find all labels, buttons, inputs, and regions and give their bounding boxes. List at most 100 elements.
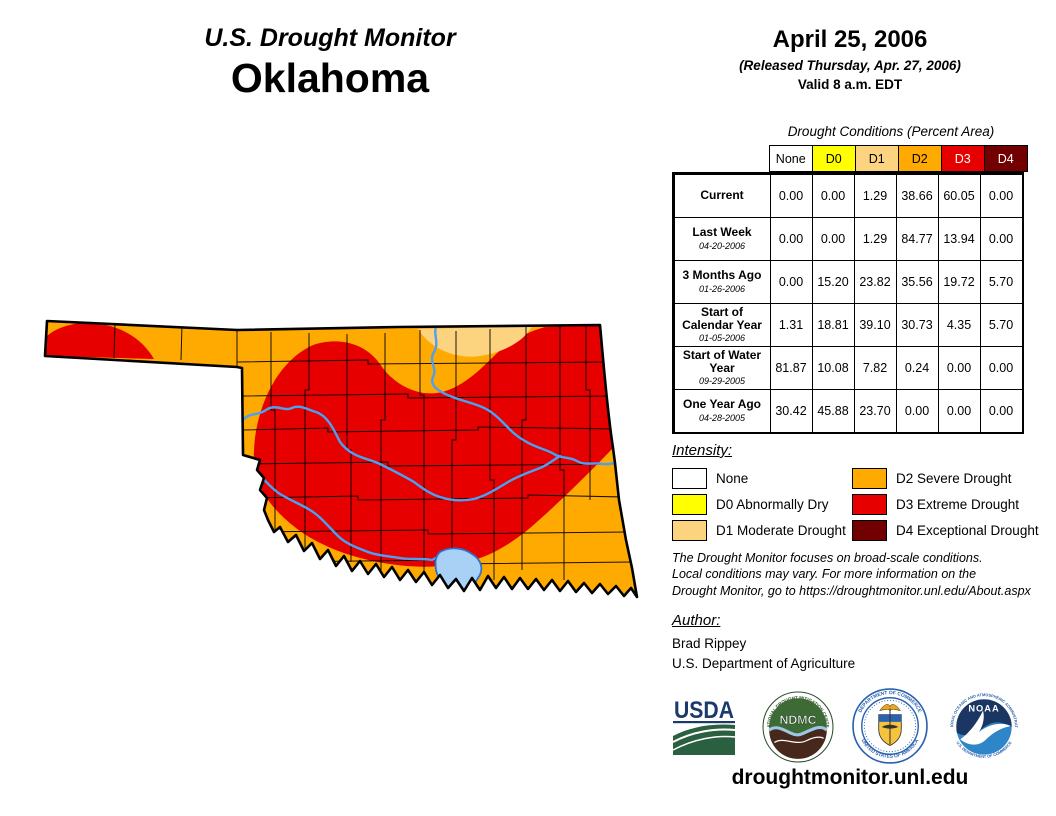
noaa-logo: NATIONAL OCEANIC AND ATMOSPHERIC ADMINIS… [948,691,1019,762]
value-cell-d4: 5.70 [979,302,1023,347]
row-label: One Year Ago 04-28-2005 [673,388,771,433]
site-url: droughtmonitor.unl.edu [731,766,969,789]
legend-item-d4: D4 Exceptional Drought [852,519,1039,541]
usda-logo-text: USDA [674,697,734,724]
row-label: Start of Calendar Year 01-05-2006 [673,302,771,347]
value-cell-d3: 4.35 [937,302,981,347]
disclaimer-line: Drought Monitor, go to https://droughtmo… [672,583,1031,598]
legend-swatch-d1 [672,519,707,541]
noaa-logo-text: NOAA [968,704,999,714]
legend-label: D3 Extreme Drought [896,496,1020,512]
column-header-d4: D4 [983,145,1028,172]
disclaimer-line: Local conditions may vary. For more info… [672,567,977,582]
value-cell-none: 0.00 [769,259,813,304]
disclaimer-line: The Drought Monitor focuses on broad-sca… [672,551,983,565]
legend-swatch-d0 [672,493,707,515]
rivers [241,322,617,562]
value-cell-d1: 23.82 [853,259,897,304]
value-cell-none: 0.00 [769,216,813,261]
value-cell-d2: 0.24 [895,345,939,390]
value-cell-d0: 15.20 [811,259,855,304]
column-header-d3: D3 [940,145,985,172]
value-cell-d3: 0.00 [937,345,981,390]
value-cell-d1: 39.10 [853,302,897,347]
legend-label: D0 Abnormally Dry [716,496,829,512]
drought-table: Current 0.00 0.00 1.29 38.66 60.05 0.00 Last We… [672,172,1024,434]
row-date: 09-29-2005 [698,376,746,387]
usda-logo: USDA [672,697,736,755]
value-cell-d2: 38.66 [895,173,939,218]
title-block: U.S. Drought Monitor Oklahoma [60,24,600,102]
row-label: Last Week 04-20-2006 [673,216,771,261]
value-cell-d3: 19.72 [937,259,981,304]
value-cell-d1: 7.82 [853,345,897,390]
value-cell-d3: 13.94 [937,216,981,261]
value-cell-d2: 35.56 [895,259,939,304]
value-cell-d0: 10.08 [811,345,855,390]
table-caption: Drought Conditions (Percent Area) [787,124,995,139]
legend-item-d3: D3 Extreme Drought [852,493,1039,515]
legend-column-right: D2 Severe Drought D3 Extreme Drought D4 Ex… [852,467,1039,541]
map-date: April 25, 2006 [772,26,928,53]
map-d1-region [418,326,532,357]
value-cell-d3: 0.00 [937,388,981,433]
river-canadian [241,405,562,502]
page-title: U.S. Drought Monitor [204,24,456,52]
value-cell-d4: 0.00 [979,173,1023,218]
legend-label: D1 Moderate Drought [716,522,846,538]
value-cell-d4: 0.00 [979,216,1023,261]
row-date: 01-26-2006 [698,283,746,294]
value-cell-none: 81.87 [769,345,813,390]
value-cell-d2: 30.73 [895,302,939,347]
legend-item-none: None [672,467,846,489]
row-date: 04-28-2005 [698,412,746,423]
author-org: U.S. Department of Agriculture [672,656,856,671]
map-d3-panhandle-region [45,323,154,359]
value-cell-d1: 1.29 [853,173,897,218]
value-cell-d4: 5.70 [979,259,1023,304]
legend-swatch-none [672,467,707,489]
river-arkansas [430,322,617,466]
state-outline [43,319,639,599]
ndmc-logo-text: NDMC [779,713,816,727]
value-cell-d2: 0.00 [895,388,939,433]
value-cell-d0: 0.00 [811,216,855,261]
value-cell-none: 0.00 [769,173,813,218]
legend-swatch-d3 [852,493,887,515]
state-title: Oklahoma [230,55,430,101]
column-header-d0: D0 [811,145,856,172]
legend-swatch-d2 [852,467,887,489]
table-column-headers: None D0 D1 D2 D3 D4 [672,145,1028,172]
value-cell-d1: 1.29 [853,216,897,261]
table-header-spacer [672,145,770,172]
legend-swatch-d4 [852,519,887,541]
value-cell-d2: 84.77 [895,216,939,261]
value-cell-d3: 60.05 [937,173,981,218]
river-washita [250,466,442,562]
value-cell-d0: 0.00 [811,173,855,218]
value-cell-d0: 18.81 [811,302,855,347]
legend-item-d1: D1 Moderate Drought [672,519,846,541]
row-label: Start of Water Year 09-29-2005 [673,345,771,390]
disclaimer-text: The Drought Monitor focuses on broad-sca… [672,550,1052,599]
value-cell-d0: 45.88 [811,388,855,433]
legend-label: None [716,470,749,486]
column-header-d1: D1 [854,145,899,172]
column-header-none: None [768,145,813,172]
legend-label: D4 Exceptional Drought [896,522,1039,538]
release-date: (Released Thursday, Apr. 27, 2006) [739,58,961,73]
legend-item-d0: D0 Abnormally Dry [672,493,846,515]
value-cell-none: 30.42 [769,388,813,433]
author-name: Brad Rippey [672,636,747,651]
value-cell-none: 1.31 [769,302,813,347]
county-lines [113,321,633,580]
legend-title: Intensity: [672,442,733,459]
date-block: April 25, 2006 (Released Thursday, Apr. … [672,26,1028,92]
value-cell-d4: 0.00 [979,388,1023,433]
row-label: 3 Months Ago 01-26-2006 [673,259,771,304]
legend-item-d2: D2 Severe Drought [852,467,1039,489]
legend-column-left: None D0 Abnormally Dry D1 Moderate Drought [672,467,846,541]
value-cell-d1: 23.70 [853,388,897,433]
row-date: 04-20-2006 [698,240,746,251]
